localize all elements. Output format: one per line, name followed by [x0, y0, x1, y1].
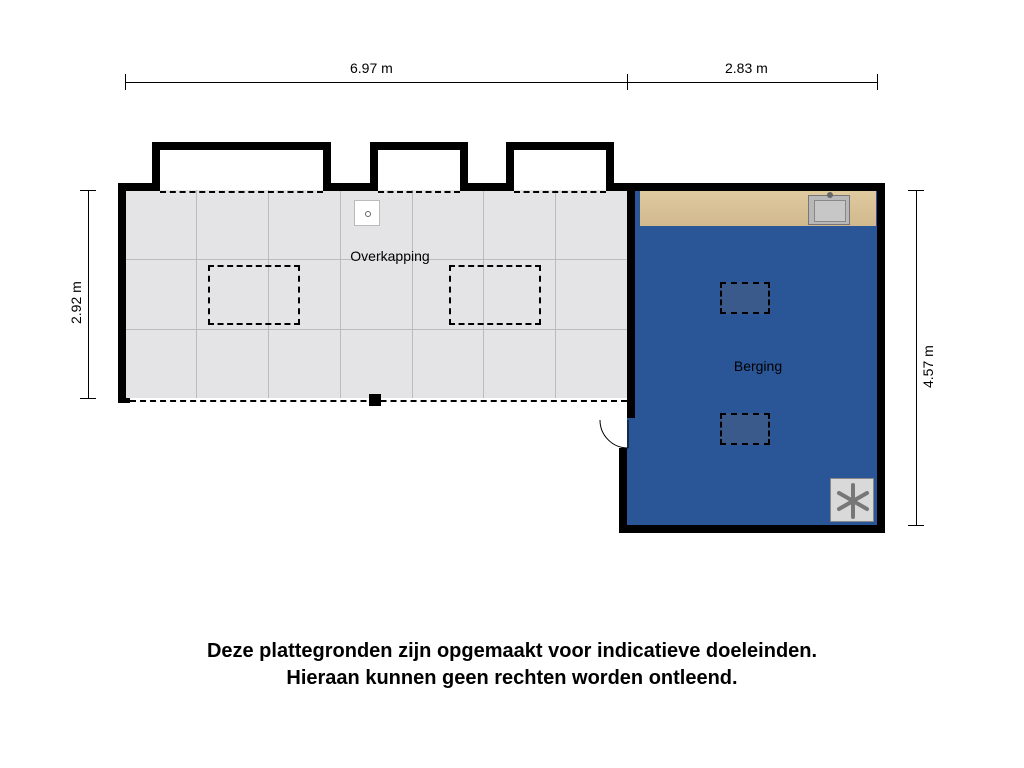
wall — [606, 142, 614, 191]
outlet-icon — [354, 200, 380, 226]
dashed-line — [378, 191, 460, 193]
skylight-icon — [720, 413, 770, 445]
wall — [118, 398, 130, 403]
dashed-rect — [449, 265, 541, 325]
dim-label-top-right: 2.83 m — [725, 60, 768, 76]
dim-tick — [877, 74, 878, 90]
fan-icon — [830, 478, 874, 522]
wall — [627, 183, 885, 191]
wall — [118, 183, 126, 403]
dim-tick — [80, 398, 96, 399]
dim-line-left — [88, 190, 89, 398]
wall — [370, 142, 468, 150]
dim-label-left: 2.92 m — [68, 264, 84, 324]
sink-icon — [808, 195, 850, 225]
wall — [460, 142, 468, 191]
disclaimer-line1: Deze plattegronden zijn opgemaakt voor i… — [207, 640, 817, 662]
wall — [877, 183, 885, 532]
dashed-line — [514, 191, 606, 193]
dim-line-top-left — [125, 82, 627, 83]
wall — [619, 525, 885, 533]
skylight-icon — [720, 282, 770, 314]
dim-line-right — [916, 190, 917, 525]
wall — [506, 142, 614, 150]
dim-line-top-right — [627, 82, 877, 83]
disclaimer-text: Deze plattegronden zijn opgemaakt voor i… — [0, 638, 1024, 692]
pillar-icon — [369, 394, 381, 406]
overkapping-label: Overkapping — [330, 248, 450, 264]
wall — [619, 448, 627, 532]
wall — [152, 142, 331, 150]
berging-label: Berging — [718, 358, 798, 374]
wall — [627, 183, 635, 403]
door-icon — [598, 418, 632, 452]
dashed-rect — [208, 265, 300, 325]
dim-label-right: 4.57 m — [920, 328, 936, 388]
dim-label-top-left: 6.97 m — [350, 60, 393, 76]
wall — [627, 398, 635, 418]
dashed-line — [160, 191, 323, 193]
dim-tick — [908, 525, 924, 526]
wall — [323, 142, 331, 191]
disclaimer-line2: Hieraan kunnen geen rechten worden ontle… — [286, 667, 737, 689]
